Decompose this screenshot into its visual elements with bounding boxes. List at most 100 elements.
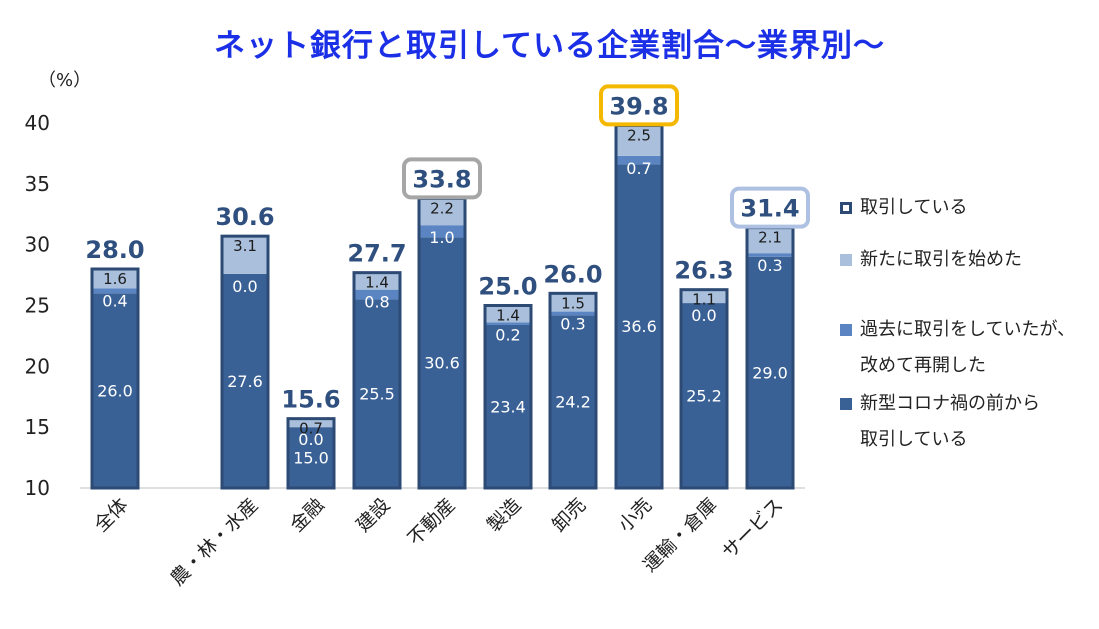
legend-label-new: 新たに取引を始めた — [860, 249, 1022, 270]
data-label-pre-covid: 23.4 — [490, 397, 526, 416]
y-tick-label: 25 — [25, 294, 50, 318]
bar-segment-resumed — [419, 225, 465, 238]
legend-item-new: 新たに取引を始めた — [840, 242, 1022, 278]
data-label-pre-covid: 15.0 — [293, 449, 329, 468]
x-category-label: 全体 — [90, 494, 132, 536]
data-label-pre-covid: 26.0 — [97, 382, 133, 401]
y-tick-label: 15 — [25, 415, 50, 439]
legend-item-resumed: 過去に取引をしていたが、 改めて再開した — [840, 312, 1075, 384]
bar-segment-pre-covid — [681, 303, 727, 488]
total-highlight-box — [730, 186, 810, 229]
bar-segment-new — [222, 236, 268, 274]
x-category-label: 卸売 — [548, 494, 590, 536]
bar-outline-total — [220, 234, 270, 490]
legend-label-pre-covid: 新型コロナ禍の前から 取引している — [860, 393, 1040, 450]
data-label-new: 3.1 — [233, 237, 257, 255]
bar-segment-pre-covid — [288, 427, 334, 488]
data-label-new: 1.4 — [496, 307, 520, 325]
data-label-resumed: 0.2 — [495, 326, 520, 345]
bar-segment-pre-covid — [616, 164, 662, 488]
bar-segment-new — [288, 418, 334, 428]
bar-segment-pre-covid — [485, 324, 531, 488]
y-tick-label: 35 — [25, 172, 50, 196]
legend-swatch-resumed — [840, 324, 852, 336]
bar-segment-new — [354, 272, 400, 290]
y-axis-unit: （%） — [38, 70, 92, 91]
bar-segment-new — [681, 289, 727, 304]
data-label-new: 2.1 — [758, 229, 782, 247]
legend-item-total: 取引している — [840, 190, 967, 226]
x-category-label: 製造 — [483, 494, 525, 536]
bar-segment-new — [747, 227, 793, 254]
total-label: 27.7 — [347, 240, 406, 268]
x-category-label: サービス — [718, 494, 787, 563]
data-label-resumed: 0.7 — [626, 159, 651, 178]
total-label: 30.6 — [215, 203, 274, 231]
total-label: 25.0 — [478, 273, 537, 301]
bar-segment-new — [616, 125, 662, 156]
data-label-resumed: 0.4 — [102, 291, 127, 310]
total-label: 33.8 — [412, 165, 471, 193]
x-category-label: 農・林・水産 — [166, 494, 262, 590]
data-label-resumed: 0.3 — [757, 256, 782, 275]
y-tick-label: 30 — [25, 233, 50, 257]
legend-item-pre-covid: 新型コロナ禍の前から 取引している — [840, 386, 1040, 458]
data-label-new: 1.4 — [365, 274, 389, 292]
data-label-new: 1.6 — [103, 270, 127, 288]
bar-segment-resumed — [747, 253, 793, 257]
bar-segment-resumed — [92, 288, 138, 294]
data-label-pre-covid: 36.6 — [621, 317, 657, 336]
data-label-resumed: 0.0 — [298, 430, 323, 449]
y-tick-label: 40 — [25, 111, 50, 135]
bar-outline-total — [352, 271, 402, 490]
bar-segment-resumed — [616, 155, 662, 165]
legend-swatch-total — [840, 202, 852, 214]
total-highlight-box — [402, 157, 482, 200]
bar-outline-total — [548, 291, 598, 490]
total-label: 15.6 — [281, 386, 340, 414]
bar-segment-pre-covid — [550, 315, 596, 488]
bar-segment-new — [550, 293, 596, 312]
total-label: 26.0 — [543, 260, 602, 288]
chart-title: ネット銀行と取引している企業割合～業界別～ — [213, 28, 886, 64]
data-label-pre-covid: 25.2 — [686, 387, 722, 406]
total-highlight-box — [599, 84, 679, 127]
data-label-pre-covid: 24.2 — [555, 393, 591, 412]
bar-outline-total — [90, 267, 140, 490]
data-label-resumed: 0.8 — [364, 293, 389, 312]
bar-outline-total — [483, 304, 533, 490]
data-label-new: 2.2 — [430, 199, 454, 217]
data-label-resumed: 0.0 — [691, 306, 716, 325]
data-label-pre-covid: 29.0 — [752, 363, 788, 382]
bar-segment-new — [419, 198, 465, 226]
bar-segment-pre-covid — [92, 293, 138, 488]
data-label-resumed: 1.0 — [429, 228, 454, 247]
x-category-label: 不動産 — [404, 494, 460, 550]
y-tick-label: 20 — [25, 354, 50, 378]
data-label-new: 0.7 — [299, 420, 323, 438]
legend-label-total: 取引している — [860, 197, 968, 218]
data-label-resumed: 0.0 — [232, 277, 257, 296]
x-category-label: 金融 — [286, 494, 328, 536]
data-label-resumed: 0.3 — [560, 315, 585, 334]
bar-outline-total — [286, 417, 336, 490]
bar-segment-resumed — [550, 311, 596, 316]
data-label-new: 2.5 — [627, 126, 651, 144]
bar-segment-resumed — [354, 289, 400, 300]
bar-segment-new — [485, 305, 531, 323]
data-label-new: 1.5 — [561, 294, 585, 312]
data-label-pre-covid: 27.6 — [227, 372, 263, 391]
data-label-new: 1.1 — [692, 291, 716, 309]
bar-segment-pre-covid — [354, 299, 400, 488]
bar-segment-pre-covid — [222, 273, 268, 488]
total-label: 39.8 — [609, 92, 668, 120]
y-tick-label: 10 — [25, 476, 50, 500]
total-label: 31.4 — [740, 195, 799, 223]
legend-label-resumed: 過去に取引をしていたが、 改めて再開した — [860, 319, 1076, 376]
total-label: 26.3 — [674, 257, 733, 285]
x-category-label: 小売 — [614, 494, 656, 536]
bar-segment-new — [92, 269, 138, 289]
total-label: 28.0 — [85, 236, 144, 264]
bar-segment-resumed — [485, 322, 531, 325]
